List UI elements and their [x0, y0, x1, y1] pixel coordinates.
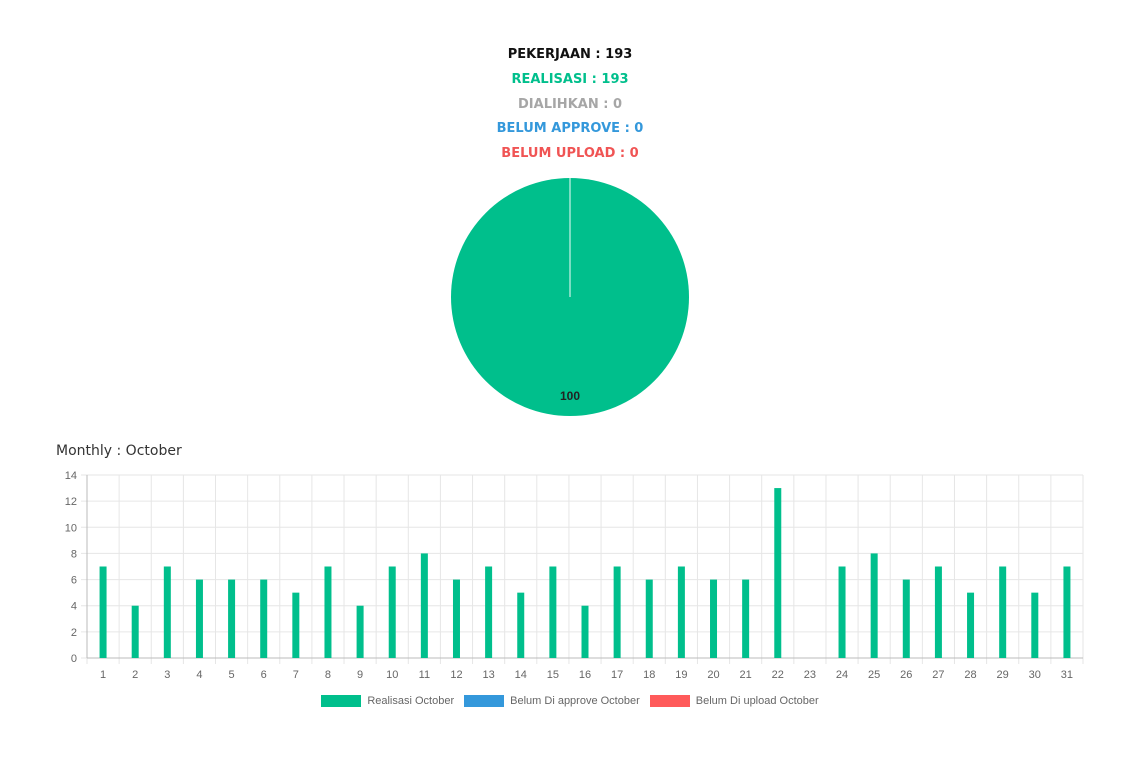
summary-panel: PEKERJAAN : 193 REALISASI : 193 DIALIHKA… — [0, 43, 1140, 167]
bar[interactable] — [163, 566, 171, 659]
x-tick-label: 13 — [482, 669, 494, 681]
x-tick-label: 4 — [196, 669, 202, 681]
x-tick-label: 1 — [100, 669, 106, 681]
x-tick-label: 31 — [1061, 669, 1073, 681]
x-tick-label: 12 — [450, 669, 462, 681]
bar[interactable] — [1031, 592, 1039, 658]
bar[interactable] — [260, 579, 268, 658]
legend-item[interactable]: Realisasi October — [321, 695, 454, 707]
x-tick-label: 14 — [515, 669, 527, 681]
legend-label: Realisasi October — [367, 695, 455, 707]
monthly-title: Monthly : October — [56, 443, 182, 459]
bar[interactable] — [774, 488, 782, 658]
pie-chart: 100 — [451, 178, 689, 416]
pie-value-label: 100 — [560, 389, 580, 403]
y-tick-label: 2 — [71, 627, 77, 639]
y-tick-label: 12 — [65, 496, 77, 508]
bar[interactable] — [356, 605, 364, 658]
pekerjaan-total: PEKERJAAN : 193 — [507, 47, 633, 62]
bar[interactable] — [99, 566, 107, 659]
legend-swatch — [321, 695, 362, 707]
y-tick-label: 0 — [71, 653, 77, 665]
bar[interactable] — [613, 566, 621, 659]
realisasi-total: REALISASI : 193 — [511, 71, 629, 87]
x-tick-label: 6 — [261, 669, 267, 681]
bar[interactable] — [967, 592, 975, 658]
x-tick-label: 24 — [836, 669, 848, 681]
bar[interactable] — [934, 566, 942, 659]
y-tick-label: 4 — [71, 601, 77, 613]
legend-item[interactable]: Belum Di upload October — [649, 695, 819, 707]
x-tick-label: 7 — [293, 669, 299, 681]
x-tick-label: 18 — [643, 669, 655, 681]
y-tick-label: 10 — [65, 522, 77, 534]
bar[interactable] — [549, 566, 557, 659]
bar[interactable] — [870, 553, 878, 658]
x-tick-label: 25 — [868, 669, 880, 681]
x-tick-label: 5 — [229, 669, 235, 681]
x-tick-label: 26 — [900, 669, 912, 681]
x-tick-label: 28 — [964, 669, 976, 681]
x-tick-label: 9 — [357, 669, 363, 681]
bar[interactable] — [388, 566, 396, 659]
legend-label: Belum Di upload October — [695, 695, 819, 707]
belum-upload-total: BELUM UPLOAD : 0 — [501, 146, 639, 162]
x-tick-label: 27 — [932, 669, 944, 681]
chart-legend: Realisasi October Belum Di approve Octobe… — [0, 695, 1140, 707]
bar[interactable] — [742, 579, 750, 658]
belum-approve-total: BELUM APPROVE : 0 — [496, 121, 644, 137]
x-tick-label: 10 — [386, 669, 398, 681]
x-tick-label: 21 — [740, 669, 752, 681]
bar[interactable] — [581, 605, 589, 658]
bar[interactable] — [452, 579, 460, 658]
dialihkan-total: DIALIHKAN : 0 — [518, 96, 622, 112]
x-tick-label: 2 — [132, 669, 138, 681]
bar[interactable] — [228, 579, 236, 658]
x-tick-label: 8 — [325, 669, 331, 681]
legend-swatch — [464, 695, 505, 707]
x-tick-label: 11 — [419, 669, 430, 681]
bar[interactable] — [1063, 566, 1071, 659]
bar[interactable] — [195, 579, 203, 658]
y-tick-label: 6 — [71, 575, 77, 587]
bar[interactable] — [710, 579, 718, 658]
x-tick-label: 16 — [579, 669, 591, 681]
bar[interactable] — [517, 592, 525, 658]
legend-label: Belum Di approve October — [510, 695, 640, 707]
bar[interactable] — [902, 579, 910, 658]
legend-swatch — [649, 695, 690, 707]
x-tick-label: 23 — [804, 669, 816, 681]
x-tick-label: 22 — [772, 669, 784, 681]
x-tick-label: 19 — [675, 669, 687, 681]
bar[interactable] — [645, 579, 653, 658]
x-tick-label: 30 — [1029, 669, 1041, 681]
legend-item[interactable]: Belum Di approve October — [464, 695, 640, 707]
bar[interactable] — [131, 605, 139, 658]
bar[interactable] — [420, 553, 428, 658]
x-tick-label: 17 — [611, 669, 623, 681]
x-tick-label: 29 — [997, 669, 1009, 681]
x-tick-label: 20 — [707, 669, 719, 681]
x-tick-label: 3 — [164, 669, 170, 681]
bar[interactable] — [838, 566, 846, 659]
bar[interactable] — [292, 592, 300, 658]
bar[interactable] — [677, 566, 685, 659]
x-tick-label: 15 — [547, 669, 559, 681]
bar[interactable] — [999, 566, 1007, 659]
y-tick-label: 8 — [71, 548, 77, 560]
bar[interactable] — [324, 566, 332, 659]
bar[interactable] — [485, 566, 493, 659]
y-tick-label: 14 — [65, 470, 77, 482]
